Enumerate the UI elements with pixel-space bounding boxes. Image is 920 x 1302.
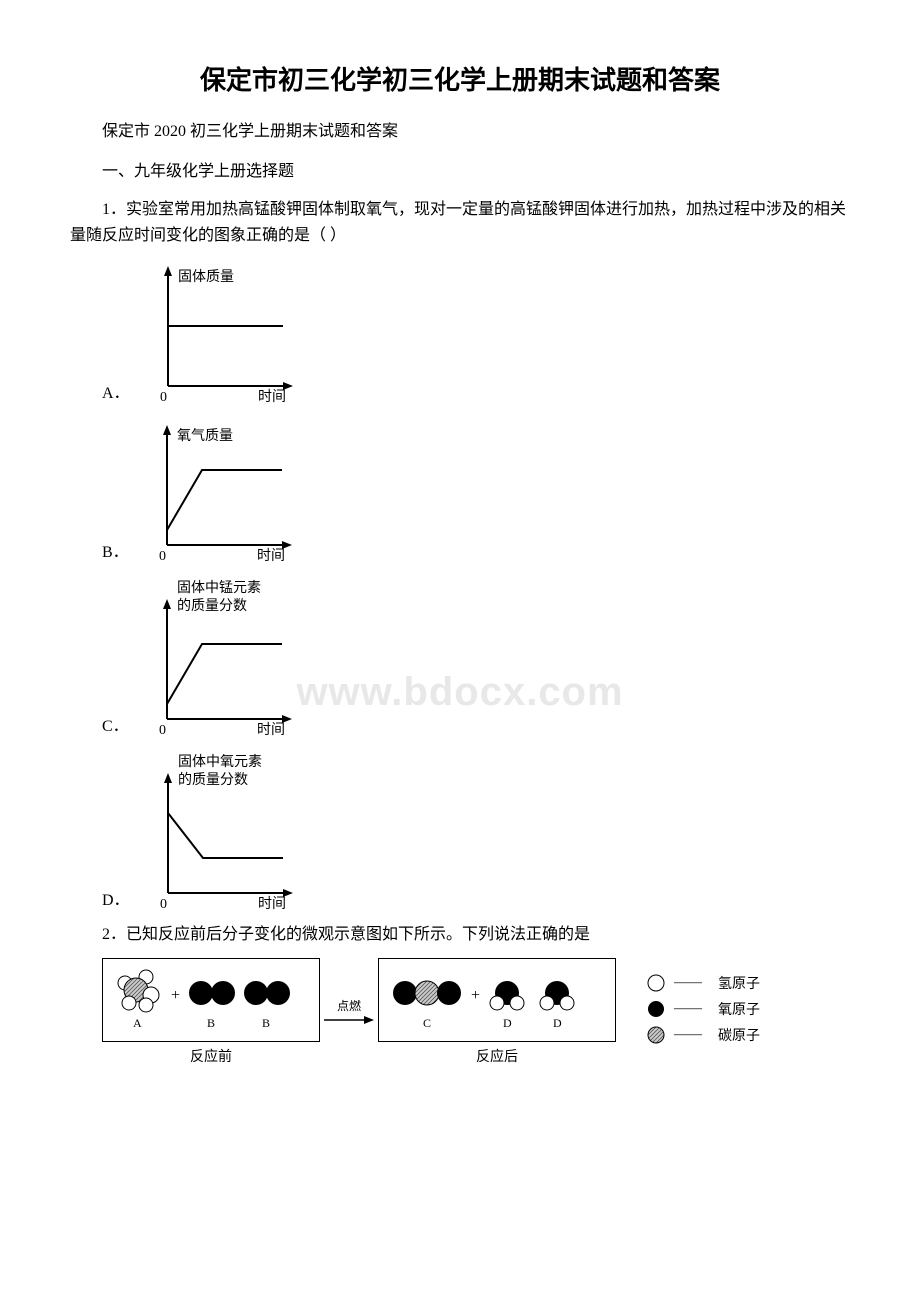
section-1-header: 一、九年级化学上册选择题 (70, 157, 850, 181)
option-c-row: C． 固体中锰元素 的质量分数 时间 0 (102, 574, 850, 744)
page-title: 保定市初三化学初三化学上册期末试题和答案 (70, 60, 850, 97)
label-a: A (133, 1016, 142, 1030)
document-content: 保定市初三化学初三化学上册期末试题和答案 保定市 2020 初三化学上册期末试题… (70, 60, 850, 1066)
chart-c-xlabel: 时间 (257, 722, 285, 738)
molecule-d1 (490, 981, 524, 1010)
chart-a: 固体质量 时间 0 (138, 256, 308, 411)
legend-dash-2: —— (674, 1001, 702, 1017)
chart-d-ylabel2: 的质量分数 (178, 772, 248, 788)
reaction-diagram-row: + A B B 反应前 点燃 (102, 958, 850, 1066)
before-caption: 反应前 (102, 1046, 320, 1066)
chart-c: 固体中锰元素 的质量分数 时间 0 (137, 574, 307, 744)
molecule-a (118, 970, 159, 1012)
label-b1: B (207, 1016, 215, 1030)
reaction-arrow: 点燃 (324, 997, 374, 1026)
legend-dash-3: —— (674, 1027, 702, 1043)
option-a-row: A． 固体质量 时间 0 (102, 256, 850, 411)
legend-hydrogen: —— 氢原子 (646, 973, 768, 993)
chart-c-origin: 0 (159, 723, 166, 738)
option-d-row: D． 固体中氧元素 的质量分数 时间 0 (102, 748, 850, 918)
plus-1: + (171, 987, 180, 1004)
arrow-top-label: 点燃 (337, 997, 361, 1014)
label-c: C (423, 1016, 431, 1030)
question-1-text: 1．实验室常用加热高锰酸钾固体制取氧气，现对一定量的高锰酸钾固体进行加热，加热过… (70, 197, 850, 248)
option-c-label: C． (102, 712, 129, 744)
label-d2: D (553, 1016, 562, 1030)
legend-oxygen-label: 氧原子 (718, 999, 760, 1019)
chart-c-ylabel1: 固体中锰元素 (177, 580, 261, 596)
legend-dash-1: —— (674, 975, 702, 991)
plus-2: + (471, 987, 480, 1004)
legend-box: —— 氢原子 —— 氧原子 —— (646, 973, 768, 1051)
chart-d-origin: 0 (160, 897, 167, 912)
chart-b-svg: 氧气质量 时间 0 (137, 415, 307, 565)
chart-c-ylabel2: 的质量分数 (177, 598, 247, 614)
legend-carbon-label: 碳原子 (718, 1025, 760, 1045)
molecule-d2 (540, 981, 574, 1010)
chart-d: 固体中氧元素 的质量分数 时间 0 (138, 748, 308, 918)
after-caption: 反应后 (378, 1046, 616, 1066)
chart-a-svg: 固体质量 时间 0 (138, 256, 308, 406)
chart-b: 氧气质量 时间 0 (137, 415, 307, 570)
chart-a-xlabel: 时间 (258, 389, 286, 405)
reaction-before-svg: + A B B (111, 965, 311, 1035)
subtitle-text: 保定市 2020 初三化学上册期末试题和答案 (70, 117, 850, 141)
legend-carbon: —— 碳原子 (646, 1025, 768, 1045)
chart-b-ylabel: 氧气质量 (177, 428, 233, 444)
question-2-text: 2．已知反应前后分子变化的微观示意图如下所示。下列说法正确的是 (70, 922, 850, 948)
reaction-before-wrapper: + A B B 反应前 (102, 958, 320, 1066)
chart-d-ylabel1: 固体中氧元素 (178, 754, 262, 770)
label-d1: D (503, 1016, 512, 1030)
molecule-b1 (189, 981, 235, 1005)
chart-b-xlabel: 时间 (257, 548, 285, 564)
molecule-c (393, 981, 461, 1005)
chart-a-origin: 0 (160, 390, 167, 405)
reaction-after-svg: + C D D (387, 965, 607, 1035)
reaction-after-box: + C D D (378, 958, 616, 1042)
chart-c-svg: 固体中锰元素 的质量分数 时间 0 (137, 574, 307, 739)
legend-hydrogen-label: 氢原子 (718, 973, 760, 993)
chart-d-svg: 固体中氧元素 的质量分数 时间 0 (138, 748, 308, 913)
reaction-after-wrapper: + C D D 反应后 (378, 958, 616, 1066)
option-a-label: A． (102, 379, 130, 411)
option-b-label: B． (102, 538, 129, 570)
label-b2: B (262, 1016, 270, 1030)
chart-a-ylabel: 固体质量 (178, 269, 234, 285)
reaction-before-box: + A B B (102, 958, 320, 1042)
option-b-row: B． 氧气质量 时间 0 (102, 415, 850, 570)
legend-oxygen: —— 氧原子 (646, 999, 768, 1019)
chart-b-origin: 0 (159, 549, 166, 564)
chart-d-xlabel: 时间 (258, 896, 286, 912)
option-d-label: D． (102, 886, 130, 918)
molecule-b2 (244, 981, 290, 1005)
